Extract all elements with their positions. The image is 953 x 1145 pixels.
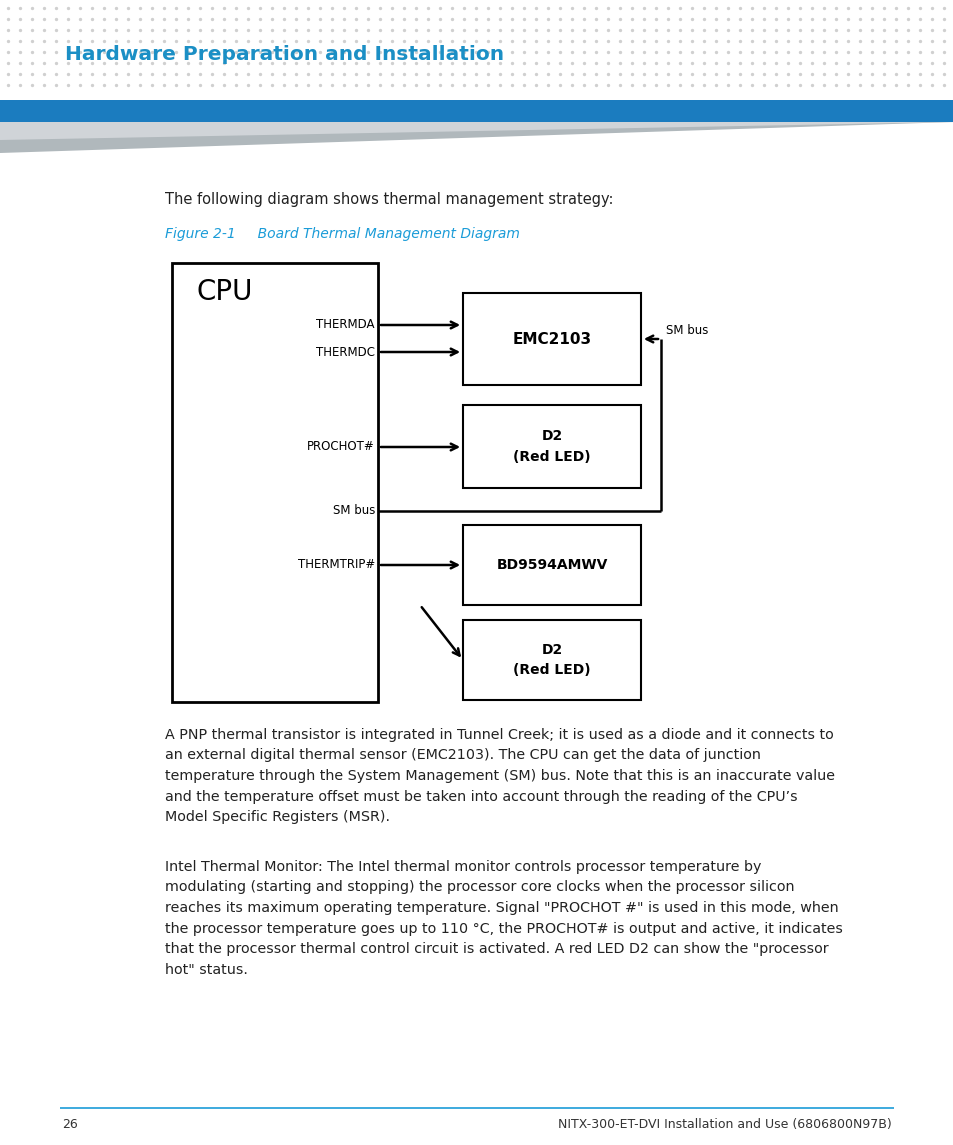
Text: A PNP thermal transistor is integrated in Tunnel Creek; it is used as a diode an: A PNP thermal transistor is integrated i…	[165, 728, 833, 742]
Text: PROCHOT#: PROCHOT#	[307, 441, 375, 453]
Text: an external digital thermal sensor (EMC2103). The CPU can get the data of juncti: an external digital thermal sensor (EMC2…	[165, 749, 760, 763]
Text: EMC2103: EMC2103	[512, 332, 591, 347]
Text: BD9594AMWV: BD9594AMWV	[496, 558, 607, 572]
Text: the processor temperature goes up to 110 °C, the PROCHOT# is output and active, : the processor temperature goes up to 110…	[165, 922, 842, 935]
Text: NITX-300-ET-DVI Installation and Use (6806800N97B): NITX-300-ET-DVI Installation and Use (68…	[558, 1118, 891, 1131]
Text: that the processor thermal control circuit is activated. A red LED D2 can show t: that the processor thermal control circu…	[165, 942, 828, 956]
Text: The following diagram shows thermal management strategy:: The following diagram shows thermal mana…	[165, 192, 613, 207]
Text: Intel Thermal Monitor: The Intel thermal monitor controls processor temperature : Intel Thermal Monitor: The Intel thermal…	[165, 860, 760, 874]
Text: hot" status.: hot" status.	[165, 963, 248, 977]
Text: modulating (starting and stopping) the processor core clocks when the processor : modulating (starting and stopping) the p…	[165, 881, 794, 894]
Text: THERMDA: THERMDA	[316, 318, 375, 332]
Text: Hardware Preparation and Installation: Hardware Preparation and Installation	[65, 46, 503, 64]
Text: temperature through the System Management (SM) bus. Note that this is an inaccur: temperature through the System Managemen…	[165, 769, 834, 783]
Text: 26: 26	[62, 1118, 77, 1131]
Text: CPU: CPU	[196, 278, 253, 306]
Bar	[0, 100, 953, 123]
Text: THERMDC: THERMDC	[315, 346, 375, 358]
Text: D2
(Red LED): D2 (Red LED)	[513, 429, 590, 464]
Polygon shape	[0, 123, 953, 140]
Text: Model Specific Registers (MSR).: Model Specific Registers (MSR).	[165, 810, 390, 824]
Bar	[172, 263, 377, 702]
Text: and the temperature offset must be taken into account through the reading of the: and the temperature offset must be taken…	[165, 790, 797, 804]
Text: Figure 2-1     Board Thermal Management Diagram: Figure 2-1 Board Thermal Management Diag…	[165, 227, 519, 240]
Bar	[462, 619, 640, 700]
Bar	[462, 293, 640, 385]
Bar	[462, 405, 640, 488]
Text: reaches its maximum operating temperature. Signal "PROCHOT #" is used in this mo: reaches its maximum operating temperatur…	[165, 901, 838, 915]
Polygon shape	[0, 123, 953, 153]
Text: D2
(Red LED): D2 (Red LED)	[513, 642, 590, 678]
Text: SM bus: SM bus	[333, 505, 375, 518]
Text: THERMTRIP#: THERMTRIP#	[297, 559, 375, 571]
Bar	[462, 526, 640, 605]
Text: SM bus: SM bus	[665, 324, 708, 337]
